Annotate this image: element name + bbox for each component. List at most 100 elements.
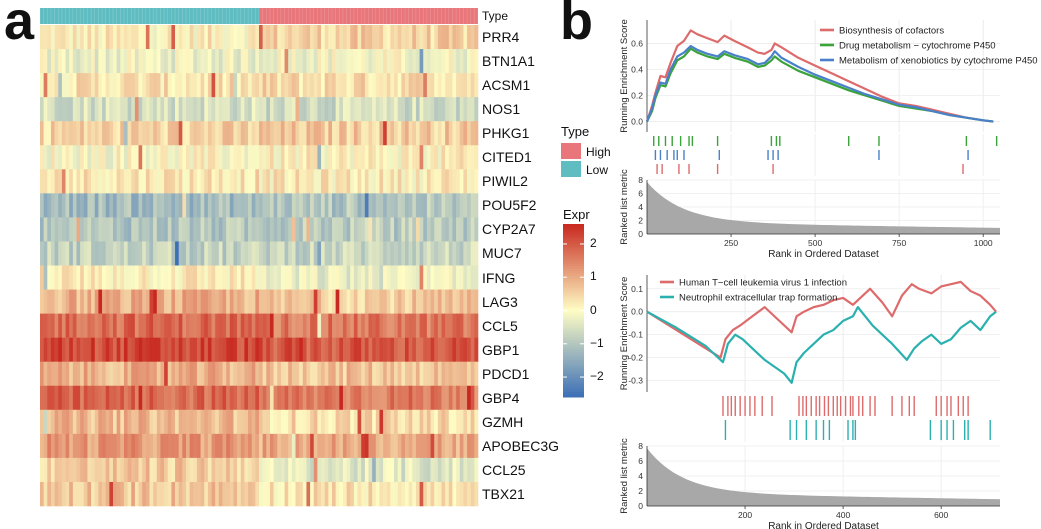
heatmap-cell [131, 49, 136, 74]
heatmap-cell [259, 97, 263, 122]
heatmap-cell [273, 217, 278, 242]
heatmap-cell [291, 481, 296, 507]
heatmap-cell [156, 145, 161, 170]
heatmap-cell [120, 73, 125, 98]
heatmap-cell [313, 217, 318, 242]
heatmap-cell [131, 73, 136, 98]
heatmap-cell [91, 25, 96, 50]
expr-bar-step [563, 288, 584, 292]
heatmap-cell [116, 121, 121, 146]
heatmap-cell [437, 73, 442, 98]
heatmap-cell [310, 457, 315, 483]
heatmap-cell [364, 25, 369, 50]
heatmap-cell [299, 121, 304, 146]
heatmap-cell [145, 433, 150, 459]
heatmap-cell [467, 49, 471, 74]
heatmap-cell [123, 385, 128, 411]
heatmap-cell [134, 385, 139, 411]
heatmap-cell [222, 313, 227, 338]
heatmap-cell [58, 289, 63, 314]
heatmap-cell [437, 457, 442, 483]
heatmap-cell [134, 145, 139, 170]
heatmap-cell [321, 49, 325, 74]
heatmap-cell [456, 313, 461, 338]
heatmap-cell [375, 385, 380, 411]
heatmap-cell [291, 121, 296, 146]
heatmap-cell [452, 481, 457, 507]
heatmap-cell [69, 313, 74, 338]
heatmap-cell [390, 49, 395, 74]
heatmap-cell [375, 361, 380, 387]
heatmap-cell [113, 145, 117, 170]
heatmap-cell [302, 193, 307, 218]
heatmap-cell [284, 409, 289, 435]
heatmap-cell [459, 193, 464, 218]
heatmap-cell [328, 121, 333, 146]
heatmap-cell [72, 337, 77, 362]
heatmap-cell [153, 481, 158, 507]
heatmap-cell [40, 289, 44, 314]
heatmap-cell [445, 241, 450, 266]
heatmap-cell [364, 97, 369, 122]
heatmap-cell [251, 49, 256, 74]
heatmap-cell [200, 265, 205, 290]
heatmap-cell [412, 217, 417, 242]
heatmap-cell [149, 25, 154, 50]
heatmap-cell [98, 409, 103, 435]
heatmap-cell [237, 433, 242, 459]
heatmap-cell [390, 193, 395, 218]
heatmap-cell [116, 361, 121, 387]
heatmap-cell [153, 361, 158, 387]
heatmap-cell [196, 241, 201, 266]
heatmap-cell [189, 457, 194, 483]
heatmap-cell [40, 337, 44, 362]
heatmap-cell [262, 361, 267, 387]
heatmap-cell [98, 169, 103, 194]
heatmap-cell [456, 433, 461, 459]
heatmap-cell [171, 433, 176, 459]
heatmap-cell [226, 121, 231, 146]
heatmap-cell [149, 265, 154, 290]
heatmap-cell [94, 481, 99, 507]
heatmap-cell [328, 433, 333, 459]
heatmap-cell [251, 361, 256, 387]
heatmap-cell [361, 241, 366, 266]
heatmap-cell [419, 361, 424, 387]
heatmap-cell [394, 337, 398, 362]
heatmap-cell [145, 337, 150, 362]
heatmap-cell [175, 385, 179, 411]
heatmap-cell [310, 313, 315, 338]
heatmap-cell [284, 337, 289, 362]
heatmap-cell [61, 145, 66, 170]
heatmap-cell [207, 145, 212, 170]
heatmap-cell [76, 481, 81, 507]
heatmap-cell [437, 361, 442, 387]
heatmap-cell [302, 409, 307, 435]
heatmap-cell [434, 481, 439, 507]
heatmap-cell [76, 49, 81, 74]
heatmap-cell [259, 121, 263, 146]
heatmap-cell [291, 193, 296, 218]
heatmap-cell [61, 361, 66, 387]
heatmap-cell [339, 409, 344, 435]
heatmap-cell [102, 409, 106, 435]
heatmap-cell [335, 385, 340, 411]
heatmap-cell [54, 49, 59, 74]
heatmap-cell [105, 337, 110, 362]
heatmap-cell [237, 337, 242, 362]
heatmap-cell [116, 409, 121, 435]
heatmap-cell [109, 313, 114, 338]
heatmap-cell [317, 121, 322, 146]
heatmap-cell [368, 121, 373, 146]
heatmap-cell [459, 121, 464, 146]
heatmap-cell [375, 337, 380, 362]
heatmap-cell [364, 289, 369, 314]
heatmap-cell [299, 313, 304, 338]
heatmap-cell [415, 313, 420, 338]
heatmap-cell [248, 289, 252, 314]
heatmap-cell [229, 97, 234, 122]
heatmap-cell [178, 241, 183, 266]
heatmap-cell [368, 169, 373, 194]
heatmap-cell [175, 25, 179, 50]
heatmap-cell [218, 409, 223, 435]
